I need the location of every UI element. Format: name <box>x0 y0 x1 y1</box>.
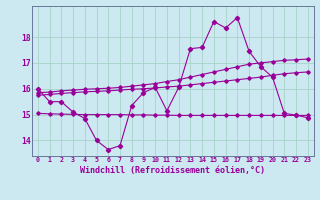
X-axis label: Windchill (Refroidissement éolien,°C): Windchill (Refroidissement éolien,°C) <box>80 166 265 175</box>
